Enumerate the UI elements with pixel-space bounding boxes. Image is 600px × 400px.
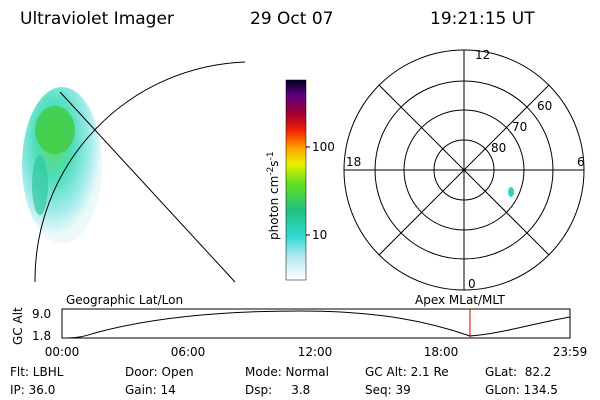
polar-label: 70: [512, 120, 527, 134]
orbit-y-tick-label: 9.0: [32, 307, 51, 321]
axis-line: [378, 84, 550, 256]
status-field: Flt: LBHL: [10, 365, 64, 379]
polar-label: 6: [577, 155, 585, 169]
status-field: GC Alt: 2.1 Re: [365, 365, 449, 379]
unit: s: [267, 160, 281, 166]
emission-spot: [508, 187, 514, 197]
colorbar-tick-label: 10: [312, 228, 327, 242]
colorbar-scale: [285, 79, 307, 281]
header: Ultraviolet Imager 29 Oct 07 19:21:15 UT: [20, 9, 535, 29]
terminator: [59, 91, 236, 283]
orbit-x-tick-label: 00:00: [45, 345, 80, 359]
orbit-x-tick-label: 23:59: [553, 345, 588, 359]
polar-label: 12: [475, 48, 490, 62]
orbit-x-tick-label: 18:00: [424, 345, 459, 359]
status-field: Gain: 14: [125, 383, 176, 397]
exponent: -1: [266, 151, 276, 160]
orbit-left-label: Geographic Lat/Lon: [66, 293, 183, 307]
status-field: GLon: 134.5: [485, 383, 558, 397]
orbit-y-tick-label: 1.8: [32, 329, 51, 343]
orbit-x-tick-label: 12:00: [298, 345, 333, 359]
orbit-right-label: Apex MLat/MLT: [415, 293, 505, 307]
status-field: Dsp: 3.8: [245, 383, 310, 397]
status-field: Mode: Normal: [245, 365, 329, 379]
status-field: GLat: 82.2: [485, 365, 551, 379]
title: Ultraviolet Imager: [20, 9, 174, 29]
status-field: Door: Open: [125, 365, 194, 379]
orbit-frame: [61, 308, 571, 339]
aurora-core: [35, 106, 75, 154]
exponent: -2: [266, 167, 276, 176]
colorbar: 100 10 photon cm-2s-1: [266, 79, 335, 281]
orbit-panel: Geographic Lat/Lon Apex MLat/MLT GC Alt …: [11, 293, 587, 359]
image-panel: [22, 61, 246, 283]
colorbar-label: photon cm-2s-1: [266, 151, 281, 240]
date: 29 Oct 07: [250, 9, 333, 29]
polar-label: 18: [346, 155, 361, 169]
polar-label: 0: [468, 277, 476, 291]
status-field: IP: 36.0: [10, 383, 55, 397]
orbit-y-label: GC Alt: [11, 307, 25, 345]
polar-label: 60: [537, 99, 552, 113]
aurora-arc: [32, 155, 48, 215]
orbit-x-tick-label: 06:00: [171, 345, 206, 359]
earth-limb: [34, 61, 246, 283]
footer: Flt: LBHL Door: Open Mode: Normal GC Alt: 2…: [10, 365, 558, 397]
colorbar-tick-label: 100: [312, 140, 335, 154]
time: 19:21:15 UT: [430, 9, 535, 29]
status-field: Seq: 39: [365, 383, 411, 397]
polar-plot: 12 18 6 0 60 70 80: [343, 48, 585, 291]
polar-label: 80: [491, 141, 506, 155]
orbit-curve: [61, 310, 571, 339]
unit: photon cm: [267, 176, 281, 240]
